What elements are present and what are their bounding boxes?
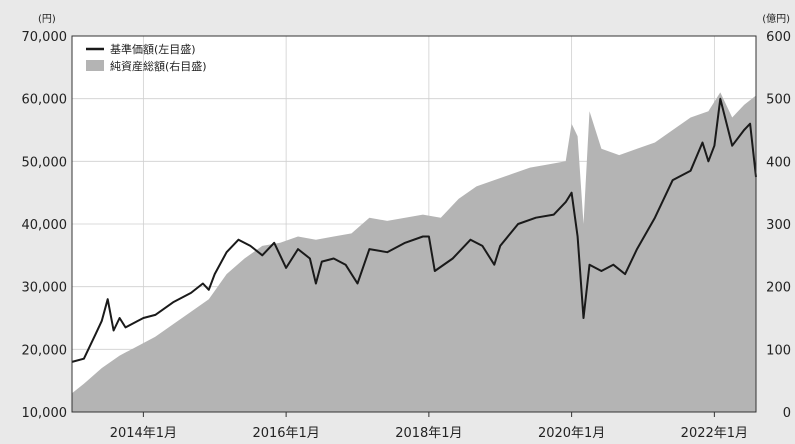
line-series: [71, 97, 757, 363]
right-axis-ticks: 0 100 200 300 400 500 600: [766, 30, 791, 421]
plot-frame: [71, 35, 757, 413]
right-tick-label-4: 400: [766, 155, 791, 170]
left-tick-label-0: 10,000: [22, 406, 68, 421]
x-tick-label-4: 2022年1月: [681, 426, 748, 441]
right-tick-label-0: 0: [783, 406, 791, 421]
legend-label-nav: 基準価額(左目盛): [110, 42, 196, 56]
right-tick-label-5: 500: [766, 93, 791, 108]
net-assets-area: [72, 92, 756, 413]
legend: 基準価額(左目盛) 純資産総額(右目盛): [86, 42, 207, 73]
legend-area-swatch: [86, 60, 104, 71]
area-series: [72, 92, 756, 413]
x-tick-label-1: 2016年1月: [252, 426, 319, 441]
left-tick-label-6: 70,000: [22, 30, 68, 45]
legend-label-assets: 純資産総額(右目盛): [110, 59, 207, 73]
left-tick-label-3: 40,000: [22, 218, 68, 233]
left-tick-label-4: 50,000: [22, 155, 68, 170]
right-tick-label-1: 100: [766, 343, 791, 358]
x-tick-label-3: 2020年1月: [538, 426, 605, 441]
left-tick-label-5: 60,000: [22, 93, 68, 108]
right-tick-label-3: 300: [766, 218, 791, 233]
nav-line: [71, 97, 757, 363]
right-axis-unit: (億円): [762, 12, 790, 25]
left-tick-label-2: 30,000: [22, 281, 68, 296]
right-tick-label-2: 200: [766, 281, 791, 296]
x-axis-ticks: 2014年1月 2016年1月 2018年1月 2020年1月 2022年1月: [110, 412, 748, 441]
left-tick-label-1: 20,000: [22, 343, 68, 358]
left-axis-unit: (円): [38, 14, 56, 25]
x-tick-label-2: 2018年1月: [395, 426, 462, 441]
right-tick-label-6: 600: [766, 30, 791, 45]
left-axis-ticks: 10,000 20,000 30,000 40,000 50,000 60,000 70,0…: [22, 30, 68, 421]
x-tick-label-0: 2014年1月: [110, 426, 177, 441]
